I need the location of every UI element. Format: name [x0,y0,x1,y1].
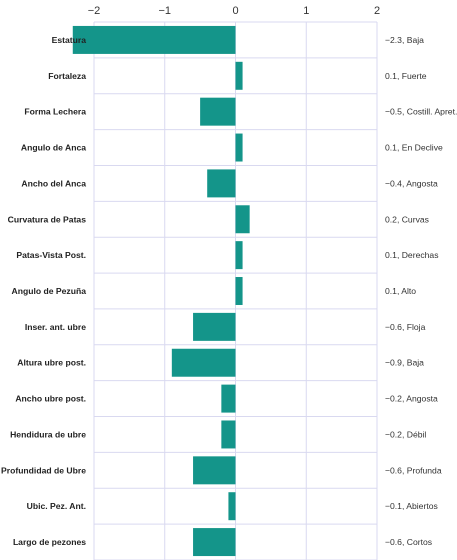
bar [207,169,236,198]
bar [193,528,236,557]
value-label: −2.3, Baja [385,35,424,45]
category-label: Ubic. Pez. Ant. [27,501,86,511]
bar [235,277,243,305]
category-label: Ancho ubre post. [15,394,86,404]
value-label: −0.9, Baja [385,358,424,368]
value-label: −0.1, Abiertos [385,501,438,511]
bar [235,61,243,90]
category-label: Patas-Vista Post. [16,250,86,260]
category-label: Ancho del Anca [21,178,86,188]
bar [235,205,250,234]
value-label: −0.6, Profunda [385,465,442,475]
category-label: Largo de pezones [13,537,86,547]
value-label: −0.6, Floja [385,322,426,332]
bar [193,456,236,485]
value-label: 0.2, Curvas [385,214,429,224]
value-label: 0.1, En Declive [385,143,443,153]
x-tick-label: 1 [303,5,309,17]
category-label: Profundidad de Ubre [1,465,86,475]
category-label: Fortaleza [48,71,86,81]
x-tick-label: 0 [232,5,238,17]
value-label: 0.1, Fuerte [385,71,427,81]
category-label: Angulo de Pezuña [12,286,87,296]
bar [200,97,236,126]
value-label: −0.2, Débil [385,429,426,439]
category-label: Curvatura de Patas [8,214,87,224]
bar [72,25,236,54]
value-label: −0.6, Cortos [385,537,432,547]
label-layer: Estatura −2.3, Baja Fortaleza 0.1, Fuerte Fo… [1,35,457,547]
axis-layer: −2 −1 0 1 2 [88,5,380,17]
value-label: 0.1, Derechas [385,250,439,260]
bar [193,312,236,341]
bar [235,241,243,270]
x-tick-label: −2 [88,5,101,17]
value-label: −0.4, Angosta [385,178,438,188]
value-label: −0.5, Costill. Apret. [385,107,457,117]
category-label: Hendidura de ubre [10,429,86,439]
category-label: Inser. ant. ubre [25,322,86,332]
x-tick-label: 2 [374,5,380,17]
value-label: −0.2, Angosta [385,394,438,404]
grid-layer [93,21,378,560]
bar [228,492,236,521]
bar [221,384,236,413]
bar [221,420,236,449]
category-label: Estatura [52,35,87,45]
bar [235,133,243,162]
category-label: Angulo de Anca [21,143,86,153]
category-label: Forma Lechera [24,107,86,117]
x-tick-label: −1 [158,5,171,17]
bar [171,348,236,377]
category-label: Altura ubre post. [17,358,86,368]
value-label: 0.1, Alto [385,286,416,296]
bar-layer [72,25,250,557]
